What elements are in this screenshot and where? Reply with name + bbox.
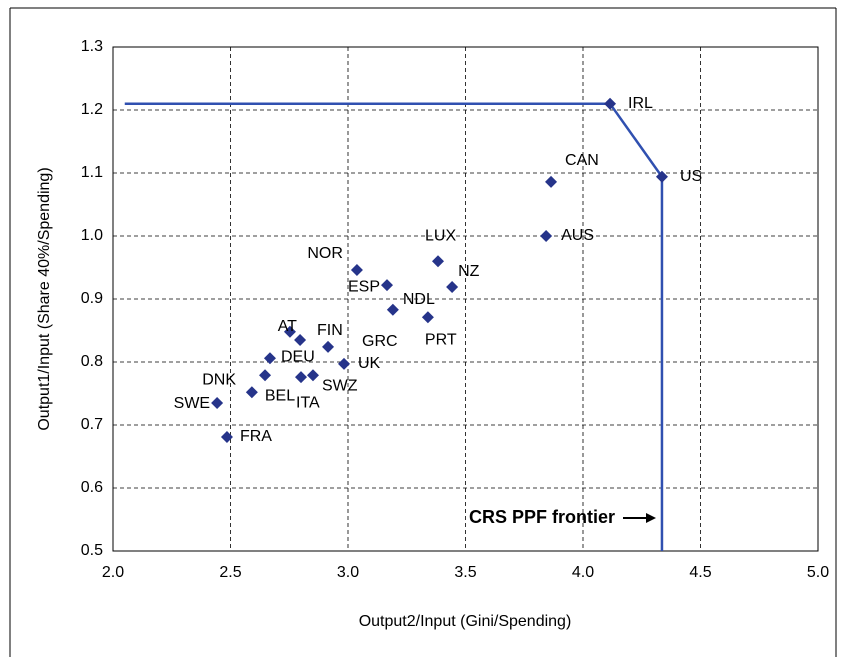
point-label: NOR bbox=[307, 245, 343, 262]
point-label: DNK bbox=[202, 371, 236, 388]
data-point bbox=[245, 386, 258, 399]
point-label: SWZ bbox=[322, 377, 358, 394]
data-point bbox=[322, 340, 335, 353]
data-point bbox=[545, 175, 558, 188]
y-tick-label: 0.8 bbox=[81, 353, 103, 370]
x-tick-label: 4.0 bbox=[572, 564, 594, 581]
y-tick-label: 1.2 bbox=[81, 101, 103, 118]
point-label: US bbox=[680, 168, 702, 185]
x-tick-label: 3.0 bbox=[337, 564, 359, 581]
point-label: AUS bbox=[561, 227, 594, 244]
annotation-arrowhead bbox=[646, 513, 656, 523]
point-label: NZ bbox=[458, 263, 480, 280]
x-tick-label: 2.0 bbox=[102, 564, 124, 581]
data-point bbox=[432, 255, 445, 268]
data-point bbox=[386, 303, 399, 316]
point-label: GRC bbox=[362, 333, 398, 350]
data-point bbox=[283, 325, 296, 338]
y-tick-label: 0.6 bbox=[81, 479, 103, 496]
y-tick-label: 0.5 bbox=[81, 542, 103, 559]
data-point bbox=[263, 352, 276, 365]
x-tick-label: 5.0 bbox=[807, 564, 829, 581]
x-tick-label: 3.5 bbox=[454, 564, 476, 581]
point-label: CAN bbox=[565, 152, 599, 169]
point-label: ESP bbox=[348, 278, 380, 295]
data-point bbox=[295, 371, 307, 384]
data-point bbox=[294, 333, 307, 346]
x-tick-label: 2.5 bbox=[219, 564, 241, 581]
point-label: AT bbox=[278, 318, 297, 335]
data-point bbox=[350, 264, 363, 277]
y-tick-label: 0.7 bbox=[81, 416, 103, 433]
point-label: BEL bbox=[265, 387, 295, 404]
point-label: UK bbox=[358, 355, 381, 372]
data-point bbox=[211, 396, 224, 409]
point-label: FRA bbox=[240, 428, 272, 445]
data-point bbox=[381, 279, 394, 292]
point-label: SWE bbox=[174, 395, 210, 412]
data-point bbox=[655, 170, 668, 183]
y-tick-label: 0.9 bbox=[81, 290, 103, 307]
x-tick-label: 4.5 bbox=[689, 564, 711, 581]
point-label: LUX bbox=[425, 227, 456, 244]
frontier-label: CRS PPF frontier bbox=[469, 507, 615, 527]
y-axis-title: Output1/Input (Share 40%/Spending) bbox=[36, 167, 53, 430]
data-point bbox=[306, 369, 319, 382]
data-point bbox=[446, 281, 459, 294]
data-point bbox=[220, 430, 233, 443]
data-point bbox=[259, 369, 272, 382]
point-label: FIN bbox=[317, 322, 343, 339]
x-axis-title: Output2/Input (Gini/Spending) bbox=[359, 613, 572, 630]
frontier-line bbox=[124, 102, 664, 551]
point-label: PRT bbox=[425, 331, 457, 348]
data-point bbox=[604, 97, 617, 110]
data-point bbox=[540, 230, 553, 242]
data-point bbox=[421, 311, 434, 324]
point-label: IRL bbox=[628, 95, 653, 112]
plot-frame bbox=[112, 46, 819, 552]
y-tick-label: 1.3 bbox=[81, 38, 103, 55]
point-label: DEU bbox=[281, 348, 315, 365]
data-point bbox=[338, 357, 351, 370]
point-label: ITA bbox=[296, 394, 320, 411]
y-tick-label: 1.1 bbox=[81, 164, 103, 181]
y-tick-label: 1.0 bbox=[81, 227, 103, 244]
point-label: NDL bbox=[403, 291, 435, 308]
